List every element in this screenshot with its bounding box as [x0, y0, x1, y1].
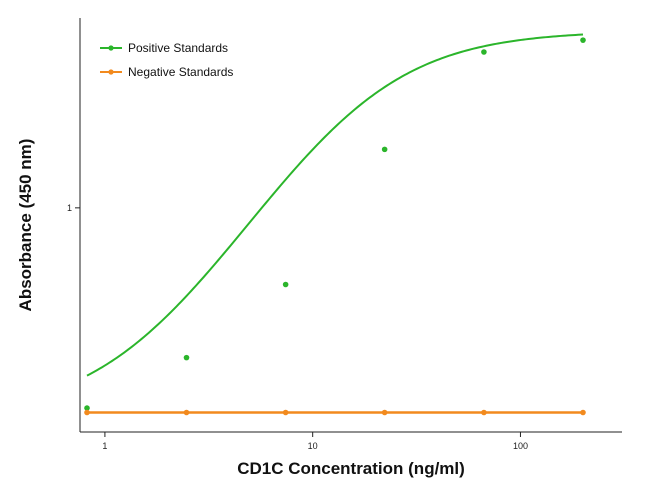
series-positive-point [381, 146, 388, 153]
series-negative-point [580, 409, 586, 416]
series-negative-point [84, 409, 90, 416]
series-negative-point [282, 409, 289, 416]
legend: Positive Standards Negative Standards [100, 41, 233, 79]
x-axis-title: CD1C Concentration (ng/ml) [237, 459, 465, 478]
y-tick-label-1: 1 [67, 203, 72, 213]
legend-swatch-positive-marker [108, 45, 114, 51]
series-layer [84, 33, 586, 416]
legend-label-positive: Positive Standards [128, 41, 228, 55]
x-tick-label-10: 10 [308, 441, 318, 451]
series-negative-point [381, 409, 388, 416]
series-positive-point [183, 354, 190, 361]
x-tick-label-100: 100 [513, 441, 528, 451]
ticks: 1 10 100 1 [67, 203, 528, 451]
series-positive-point [481, 49, 487, 55]
legend-swatch-negative-marker [108, 69, 114, 75]
y-axis-title: Absorbance (450 nm) [16, 139, 35, 312]
series-positive-point [580, 37, 586, 43]
x-tick-label-1: 1 [102, 441, 107, 451]
series-negative-point [183, 409, 190, 416]
series-negative-point [481, 409, 487, 416]
legend-label-negative: Negative Standards [128, 65, 233, 79]
legend-item-negative: Negative Standards [100, 65, 233, 79]
series-positive-curve [86, 33, 584, 377]
series-positive-point [84, 405, 90, 411]
series-positive-point [282, 281, 289, 288]
axes [79, 18, 622, 433]
legend-item-positive: Positive Standards [100, 41, 228, 55]
